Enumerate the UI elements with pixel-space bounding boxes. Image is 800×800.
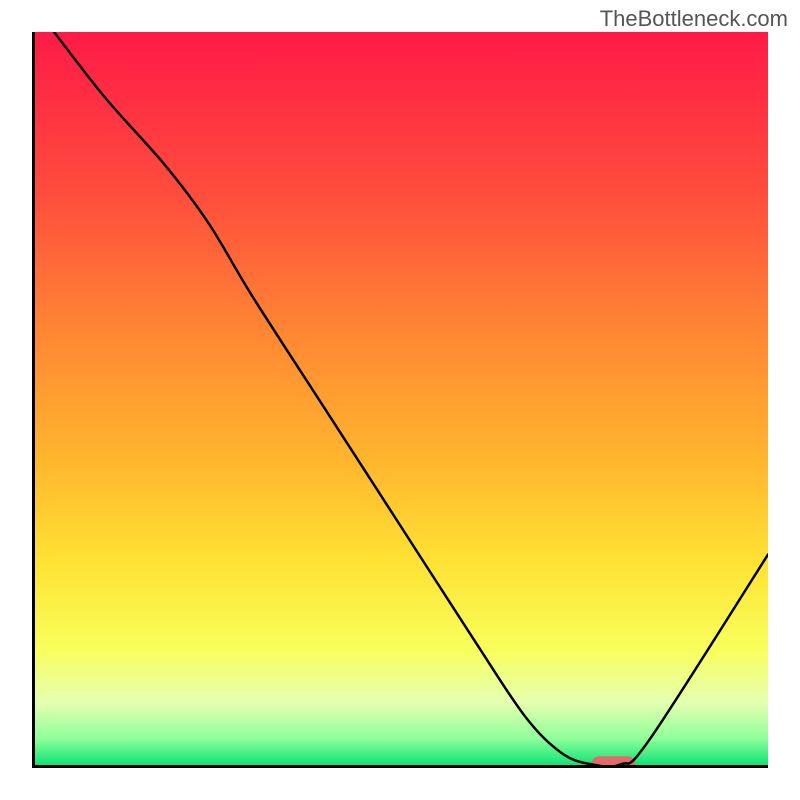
chart-area bbox=[32, 32, 768, 768]
chart-svg bbox=[32, 32, 768, 768]
watermark-text: TheBottleneck.com bbox=[600, 6, 788, 32]
page: TheBottleneck.com bbox=[0, 0, 800, 800]
chart-background bbox=[32, 32, 768, 768]
